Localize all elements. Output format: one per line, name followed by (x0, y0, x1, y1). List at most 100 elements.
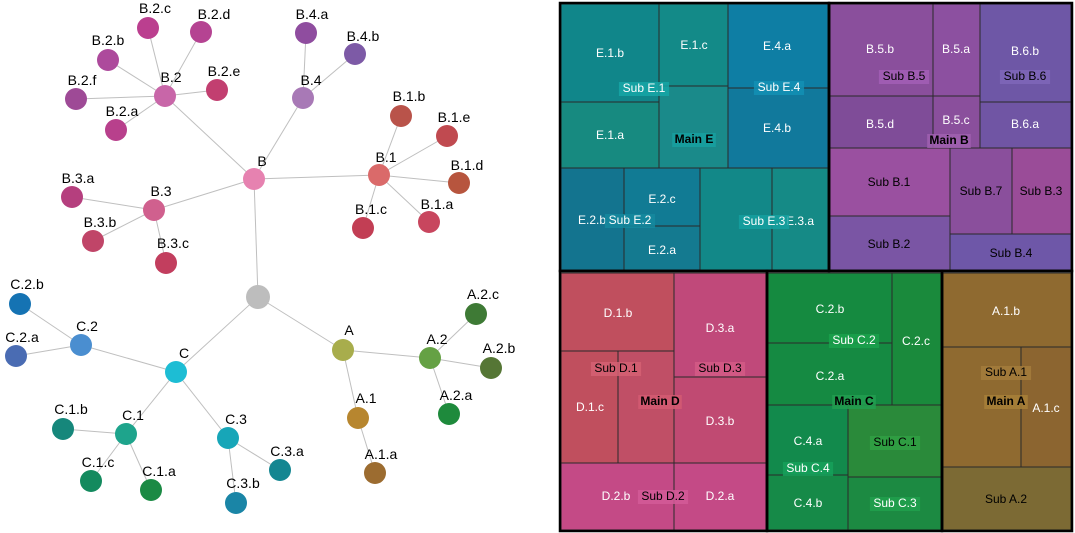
tree-node-label-a-2-a: A.2.a (440, 387, 473, 403)
tree-node-a-1 (347, 407, 369, 429)
treemap-label-e-3-a: E.3.a (786, 214, 814, 228)
tree-edge-b-4-b (302, 53, 356, 99)
tree-node-b-2-c (137, 17, 159, 39)
treemap-label-e-1-c: E.1.c (680, 38, 707, 52)
tree-node-b-2-b (97, 49, 119, 71)
tree-node-label-b-3: B.3 (150, 183, 171, 199)
treemap-label-e-2-a: E.2.a (648, 243, 676, 257)
tree-node-label-b-1-c: B.1.c (355, 201, 387, 217)
tree-node-c-3-b (225, 492, 247, 514)
treemap-cell-sub-b-4 (949, 233, 1072, 271)
treemap-label-sub-a-1: Sub A.1 (985, 365, 1027, 379)
treemap-cell-c-2-c (891, 272, 942, 406)
treemap-label-main-c: Main C (834, 394, 874, 408)
tree-node-b-3-c (155, 252, 177, 274)
tree-edge-b-3-b (92, 209, 155, 242)
treemap-labels: E.1.b E.1.c E.1.a E.4.a E.4.b E.2.b E.2.c E.2.a… (576, 38, 1063, 511)
treemap-label-sub-c-1: Sub C.1 (873, 435, 917, 449)
tree-node-label-c-3-a: C.3.a (270, 443, 304, 459)
treemap-cell-b-5-a (932, 3, 981, 97)
treemap-label-bg-sub-c-3 (869, 497, 921, 511)
treemap-label-bg-sub-b-5 (878, 70, 930, 84)
tree-node-b-1-a (418, 211, 440, 233)
tree-node-label-c-1-b: C.1.b (54, 401, 88, 417)
treemap-label-a-1-b: A.1.b (992, 304, 1020, 318)
treemap-label-bg-sub-e-3 (738, 215, 790, 229)
tree-node-b-3 (143, 199, 165, 221)
tree-node-label-a-1: A.1 (355, 390, 376, 406)
treemap-label-d-2-a: D.2.a (706, 489, 735, 503)
tree-edge-b-3 (153, 178, 255, 211)
tree-node-label-c-1-a: C.1.a (142, 463, 176, 479)
treemap-border-main-a (940, 269, 1074, 533)
tree-node-c-1-b (52, 418, 74, 440)
treemap-label-bg-sub-e-4 (753, 81, 805, 95)
tree-node-b-3-a (61, 186, 83, 208)
treemap-label-b-6-a: B.6.a (1011, 117, 1039, 131)
treemap-cell-b-6-a (979, 101, 1072, 149)
tree-node-label-b-2-f: B.2.f (68, 72, 97, 88)
treemap-label-sub-c-4: Sub C.4 (786, 461, 830, 475)
treemap-label-e-4-a: E.4.a (763, 39, 791, 53)
treemap-label-main-b: Main B (929, 133, 969, 147)
treemap-label-bg-sub-c-2 (828, 334, 880, 348)
tree-node-label-c-2-b: C.2.b (10, 276, 44, 292)
treemap-cell-c-2-b (767, 272, 893, 344)
treemap-label-bg-sub-e-1 (618, 82, 670, 96)
treemap-label-sub-b-3: Sub B.3 (1020, 184, 1063, 198)
treemap-label-bg-sub-c-1 (869, 436, 921, 450)
treemap-label-c-4-b: C.4.b (794, 496, 823, 510)
tree-node-root (246, 285, 270, 309)
tree-node-label-b-2-a: B.2.a (106, 103, 139, 119)
tree-node-label-b-1-e: B.1.e (438, 109, 471, 125)
tree-node-a-1-a (364, 462, 386, 484)
tree-node-b-1-b (390, 105, 412, 127)
tree-node-label-b-1-d: B.1.d (451, 157, 484, 173)
treemap-label-d-3-b: D.3.b (706, 414, 735, 428)
tree-node-c-2 (70, 334, 92, 356)
treemap-label-sub-d-1: Sub D.1 (594, 361, 638, 375)
treemap-cell-sub-a-2 (942, 466, 1072, 531)
tree-diagram: B B.1 B.1.a B.1.b B.1.c B.1.d B.1.e B.2 B.2.a B.2… (5, 0, 516, 514)
treemap-label-sub-e-2: Sub E.2 (609, 213, 652, 227)
tree-node-label-b-1-b: B.1.b (393, 88, 426, 104)
treemap-label-main-a: Main A (987, 394, 1026, 408)
treemap-label-sub-d-3: Sub D.3 (698, 361, 742, 375)
treemap-cells (560, 3, 1072, 531)
tree-edge-b-2-b (107, 59, 166, 97)
treemap-label-c-4-a: C.4.a (794, 434, 823, 448)
treemap-label-bg-sub-d-3 (694, 362, 746, 376)
tree-node-label-c-3-b: C.3.b (226, 475, 260, 491)
tree-node-a-2-a (438, 403, 460, 425)
tree-node-label-c-2: C.2 (76, 318, 98, 334)
treemap-label-bg-sub-e-2 (604, 214, 656, 228)
treemap-label-d-2-b: D.2.b (602, 489, 631, 503)
tree-edge-c-3 (175, 371, 229, 439)
treemap-label-sub-e-4: Sub E.4 (758, 80, 801, 94)
treemap-label-bg-sub-d-2 (637, 490, 689, 504)
treemap-label-d-1-b: D.1.b (604, 306, 633, 320)
treemap-label-c-2-c: C.2.c (902, 334, 930, 348)
tree-node-b (243, 168, 265, 190)
tree-node-a-2-c (465, 303, 487, 325)
tree-edge-b-2-c (147, 27, 166, 97)
treemap-cell-d-3-a (673, 272, 767, 378)
treemap-label-b-5-c: B.5.c (942, 113, 969, 127)
tree-node-c-1 (115, 423, 137, 445)
tree-edge-c (175, 296, 259, 373)
tree-node-label-a-2-c: A.2.c (467, 286, 499, 302)
tree-edge-b-2 (164, 95, 255, 180)
tree-node-b-4 (292, 87, 314, 109)
tree-edge-b-1-e (378, 135, 448, 176)
tree-node-b-2-a (105, 119, 127, 141)
tree-edge-a (257, 296, 344, 351)
tree-node-label-b-2-c: B.2.c (139, 0, 171, 16)
treemap-label-sub-a-2: Sub A.2 (985, 492, 1027, 506)
treemap-label-bg-main-b (927, 134, 971, 148)
tree-node-b-3-b (82, 230, 104, 252)
treemap-label-bg-main-d (638, 395, 682, 409)
tree-edge-b-2-f (75, 95, 166, 100)
treemap-cell-sub-b-1 (829, 147, 951, 217)
tree-edge-b-1 (253, 174, 380, 180)
